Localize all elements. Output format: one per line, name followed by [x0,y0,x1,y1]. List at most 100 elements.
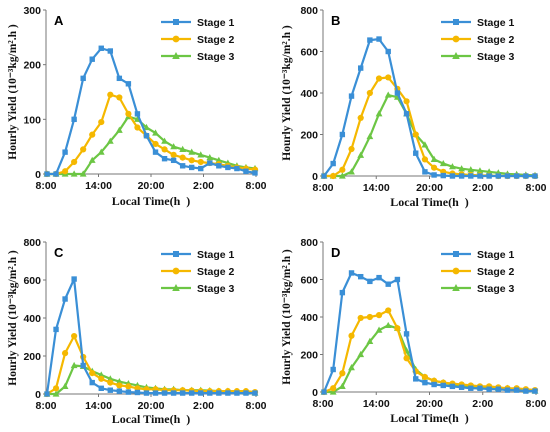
data-point [330,160,336,167]
data-point [348,332,355,339]
data-point [449,383,456,390]
data-point [338,382,346,389]
data-point [384,321,392,329]
data-point [339,131,346,138]
series-stage-3 [320,91,539,179]
data-point [134,124,141,131]
legend-marker [452,52,460,59]
x-tick-label: 8:00 [245,400,266,412]
data-point [357,350,365,358]
x-tick-label: 14:00 [85,400,112,412]
data-point [106,137,114,144]
data-point [107,48,114,54]
data-point [449,173,456,179]
data-point [134,389,141,396]
data-point [225,390,231,396]
legend-item: Stage 1 [441,249,515,261]
data-point [385,74,392,81]
data-point [161,146,168,153]
legend-item: Stage 1 [161,249,235,261]
data-point [234,165,240,172]
data-point [430,164,438,171]
y-axis-label: Hourly Yield (10⁻³kg/m².h ) [281,25,293,161]
data-point [97,371,105,378]
data-point [89,379,95,386]
series-stage-1 [321,36,538,179]
legend-item: Stage 3 [161,283,235,295]
panel-d: 0 200 400 600 800 8:00 14:00 20:00 2:00 8:00 Local… [281,237,547,425]
series-line [324,76,535,178]
data-point [485,168,493,175]
legend-marker [172,284,180,291]
data-point [97,148,105,155]
data-point [62,296,68,302]
data-point [375,312,383,319]
data-point [125,383,132,390]
series-stage-1 [44,276,258,397]
data-point [52,385,60,392]
data-point [422,379,428,386]
panel-letter: C [54,245,64,260]
data-point [394,325,401,332]
data-point [143,123,150,131]
data-point [412,131,419,138]
data-point [170,143,178,150]
data-point [458,384,465,391]
data-point [152,129,159,136]
data-point [348,93,355,99]
legend-marker [452,284,460,291]
data-point [179,390,186,396]
legend-item: Stage 2 [161,34,235,46]
data-point [206,154,214,161]
data-point [80,362,86,369]
data-point [71,332,78,340]
x-axis-label: Local Time(h ) [390,411,469,425]
data-point [413,150,419,156]
data-point [357,151,365,158]
data-point [143,133,150,139]
data-point [367,278,373,285]
data-point [115,126,123,133]
data-point [53,326,59,333]
data-point [98,118,105,126]
legend: Stage 1 Stage 2 Stage 3 [441,17,515,63]
x-axis-label: Local Time(h ) [112,412,191,426]
legend-marker [173,251,179,257]
y-tick-label: 600 [300,275,318,287]
data-point [188,148,196,155]
y-axis-label: Hourly Yield (10⁻³kg/m².h ) [7,250,19,386]
data-point [216,390,222,396]
data-point [357,273,364,280]
data-point [504,173,511,179]
y-tick-label: 400 [300,88,318,100]
data-point [367,37,373,43]
x-tick-label: 8:00 [35,400,56,412]
data-point [403,331,410,337]
data-point [52,390,60,397]
data-point [458,173,465,179]
data-point [477,173,483,179]
data-point [216,163,222,169]
data-point [207,160,213,166]
y-tick-label: 0 [35,389,41,401]
data-point [413,376,419,382]
data-point [330,172,337,180]
data-point [61,382,69,389]
legend-marker [452,35,460,43]
data-point [107,91,114,98]
data-point [430,155,438,162]
legend-item: Stage 1 [441,17,515,29]
data-point [440,172,446,179]
legend-label: Stage 3 [477,51,515,63]
legend-label: Stage 2 [477,34,515,46]
data-point [532,388,538,394]
legend-label: Stage 3 [477,283,515,295]
y-tick-label: 600 [23,275,41,287]
data-point [198,390,204,396]
y-tick-label: 200 [300,350,318,362]
data-point [89,131,96,138]
data-point [44,391,50,397]
data-point [422,169,428,175]
data-point [431,172,437,178]
